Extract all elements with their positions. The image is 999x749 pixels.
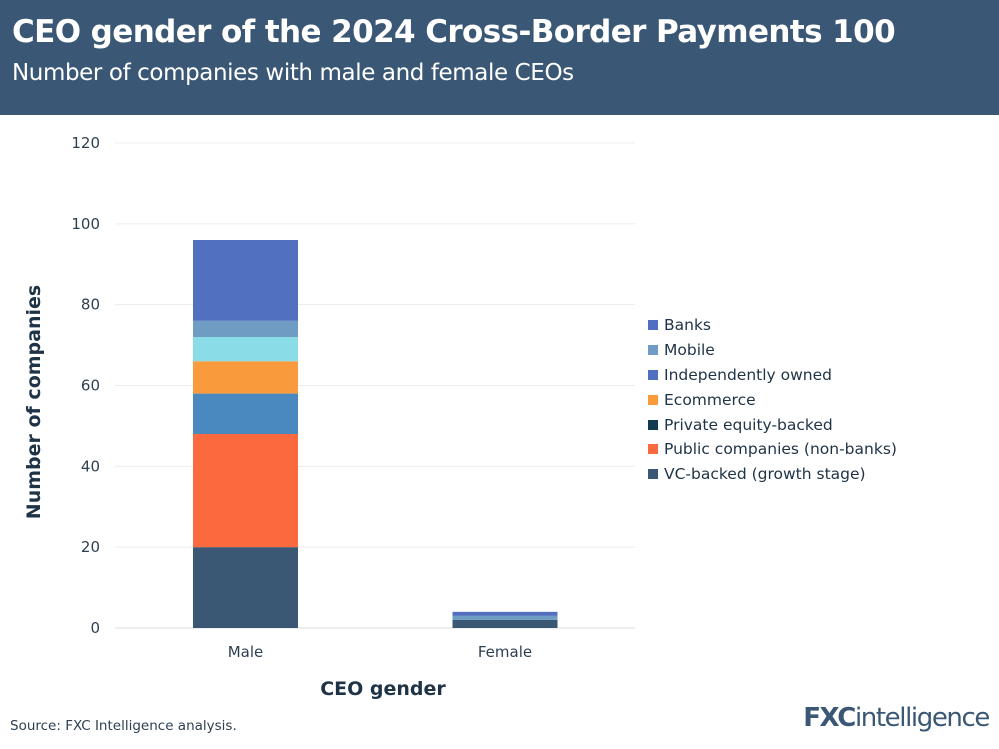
bar-segment: [193, 361, 298, 394]
legend-label: Independently owned: [664, 365, 833, 384]
legend: Banks Mobile Independently owned Ecommerce P…: [648, 313, 897, 487]
source-note: Source: FXC Intelligence analysis.: [10, 718, 237, 734]
bar-segment: [193, 434, 298, 548]
y-tick-label: 80: [81, 296, 100, 314]
x-tick-label: Male: [228, 643, 264, 661]
bar-segment: [193, 337, 298, 362]
y-tick-label: 20: [81, 538, 100, 556]
chart-title: CEO gender of the 2024 Cross-Border Paym…: [12, 14, 896, 50]
y-axis-label: Number of companies: [23, 285, 45, 519]
bar-segment: [193, 320, 298, 337]
bar-segment: [193, 393, 298, 434]
legend-swatch: [648, 369, 658, 380]
y-tick-label: 0: [90, 619, 100, 637]
fxc-logo: FXCintelligence: [803, 703, 990, 733]
legend-item: Mobile: [648, 338, 897, 363]
legend-label: Private equity-backed: [664, 415, 833, 434]
bar-segment: [452, 611, 558, 616]
legend-item: Banks: [648, 313, 897, 338]
y-tick-label: 40: [81, 457, 100, 475]
legend-swatch: [648, 419, 658, 430]
legend-label: VC-backed (growth stage): [664, 465, 866, 484]
legend-label: Public companies (non-banks): [664, 440, 897, 459]
bar-segment: [452, 615, 558, 620]
y-tick-label: 100: [71, 215, 100, 233]
y-tick-label: 60: [81, 377, 100, 395]
legend-item: Ecommerce: [648, 387, 897, 412]
legend-item: Independently owned: [648, 363, 897, 388]
bar-segment: [452, 619, 558, 628]
legend-label: Banks: [664, 316, 712, 335]
bar-segment: [193, 240, 298, 321]
bar-segment: [193, 547, 298, 628]
legend-swatch: [648, 469, 658, 480]
y-tick-label: 120: [71, 134, 100, 152]
legend-label: Ecommerce: [664, 390, 756, 409]
legend-item: Public companies (non-banks): [648, 437, 897, 462]
legend-label: Mobile: [664, 341, 715, 360]
x-axis-label: CEO gender: [320, 678, 446, 700]
legend-swatch: [648, 320, 658, 331]
legend-item: VC-backed (growth stage): [648, 462, 897, 487]
legend-swatch: [648, 444, 658, 455]
x-tick-label: Female: [478, 643, 532, 661]
legend-swatch: [648, 345, 658, 356]
header-banner: CEO gender of the 2024 Cross-Border Paym…: [0, 0, 999, 115]
chart-subtitle: Number of companies with male and female…: [12, 60, 574, 86]
legend-swatch: [648, 394, 658, 405]
legend-item: Private equity-backed: [648, 412, 897, 437]
